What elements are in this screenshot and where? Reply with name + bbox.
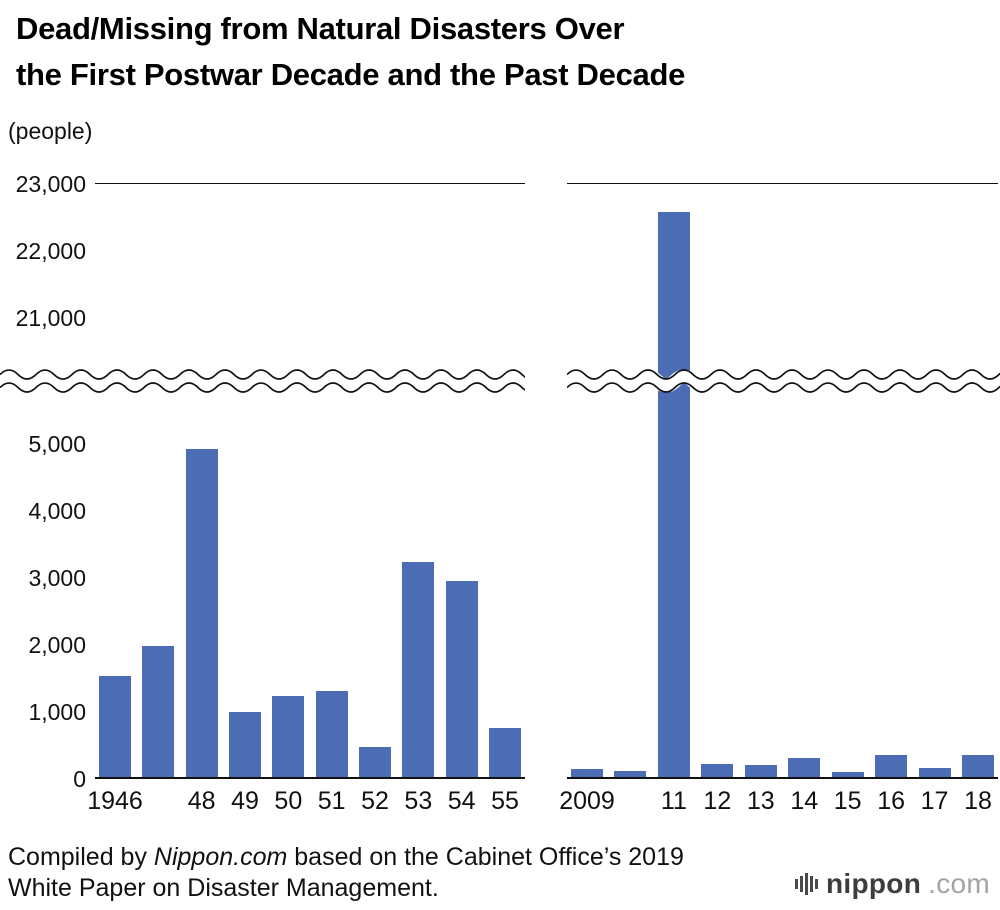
x-tick-label: 48	[187, 787, 216, 815]
bar-53	[402, 561, 435, 777]
x-tick-label: 2009	[559, 787, 615, 815]
bar-48	[185, 448, 218, 777]
panel-past-decade: 2009 11 12 13 14 15 16 17 18	[559, 183, 998, 815]
bar-15	[831, 772, 864, 777]
y-tick-label: 21,000	[15, 305, 86, 331]
chart-title-line1: Dead/Missing from Natural Disasters Over	[16, 11, 625, 46]
y-tick-label: 3,000	[28, 565, 86, 591]
bar-13	[744, 765, 777, 777]
x-tick-label: 14	[790, 787, 819, 815]
x-tick-label: 16	[877, 787, 906, 815]
source-note-line1: Compiled by Nippon.com based on the Cabi…	[8, 842, 684, 873]
nippon-logo: nippon .com	[793, 868, 990, 900]
bar-12	[701, 764, 734, 777]
bar-54	[445, 580, 478, 777]
x-tick-label: 54	[447, 787, 476, 815]
nippon-logo-icon	[795, 873, 818, 895]
y-tick-label: 23,000	[15, 171, 86, 197]
bar-16	[875, 754, 908, 777]
x-tick-label: 12	[703, 787, 732, 815]
bar-2009	[571, 769, 603, 777]
bar-52	[359, 746, 391, 777]
x-tick-label: 18	[964, 787, 992, 815]
source-note-publication: Nippon.com	[153, 843, 288, 871]
x-tick-label: 1946	[87, 787, 143, 815]
x-tick-label: 15	[833, 787, 862, 815]
y-tick-label: 1,000	[28, 699, 86, 725]
bar-1946	[99, 676, 131, 777]
axis-break-wave-left	[0, 369, 525, 393]
y-axis: 23,000 22,000 21,000 5,000 4,000 3,000 2,000 1,…	[0, 0, 86, 910]
x-tick-label: 55	[491, 787, 519, 815]
y-tick-label: 4,000	[28, 498, 86, 524]
bar-49	[229, 711, 261, 777]
bar-11	[657, 212, 690, 777]
nippon-logo-tld: .com	[928, 868, 990, 899]
chart-title-line2: the First Postwar Decade and the Past De…	[16, 57, 686, 92]
source-note-prefix: Compiled by	[8, 843, 154, 871]
source-note-suffix: based on the Cabinet Office’s 2019	[287, 843, 684, 871]
y-tick-label: 22,000	[15, 238, 86, 264]
x-tick-label: 17	[920, 787, 949, 815]
nippon-logo-name: nippon	[826, 868, 922, 899]
source-note-line2: White Paper on Disaster Management.	[8, 874, 439, 902]
bar-17	[918, 768, 951, 777]
bar-14	[788, 758, 821, 777]
axis-break-wave-right	[567, 369, 1000, 393]
bar-55	[489, 728, 521, 777]
y-tick-label: 2,000	[28, 632, 86, 658]
unit-label: (people)	[8, 118, 93, 144]
x-tick-label: 11	[660, 787, 687, 815]
x-tick-label: 53	[404, 787, 433, 815]
bar-47	[142, 646, 175, 777]
bar-18	[962, 754, 994, 777]
x-tick-label: 13	[746, 787, 775, 815]
y-tick-label: 0	[73, 766, 86, 792]
bar-51	[315, 690, 348, 777]
bar-10	[614, 771, 647, 777]
x-tick-label: 49	[231, 787, 259, 815]
x-tick-label: 52	[361, 787, 389, 815]
bar-50	[272, 695, 305, 777]
source-note: Compiled by Nippon.com based on the Cabi…	[8, 842, 684, 904]
y-tick-label: 5,000	[28, 431, 86, 457]
x-tick-label: 50	[274, 787, 303, 815]
chart-title: Dead/Missing from Natural Disasters Over…	[16, 6, 685, 98]
x-tick-label: 51	[317, 787, 346, 815]
panel-first-postwar-decade: 1946 48 49 50 51 52 53 54 55	[87, 183, 525, 815]
